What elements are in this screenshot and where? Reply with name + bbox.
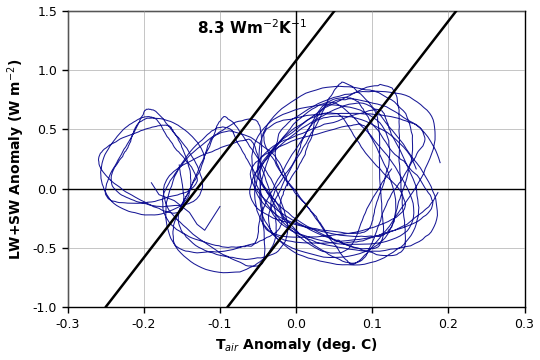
Text: 8.3 Wm$^{-2}$K$^{-1}$: 8.3 Wm$^{-2}$K$^{-1}$ — [197, 19, 307, 37]
X-axis label: T$_{air}$ Anomaly (deg. C): T$_{air}$ Anomaly (deg. C) — [214, 337, 377, 355]
Y-axis label: LW+SW Anomaly (W m$^{-2}$): LW+SW Anomaly (W m$^{-2}$) — [5, 58, 27, 260]
